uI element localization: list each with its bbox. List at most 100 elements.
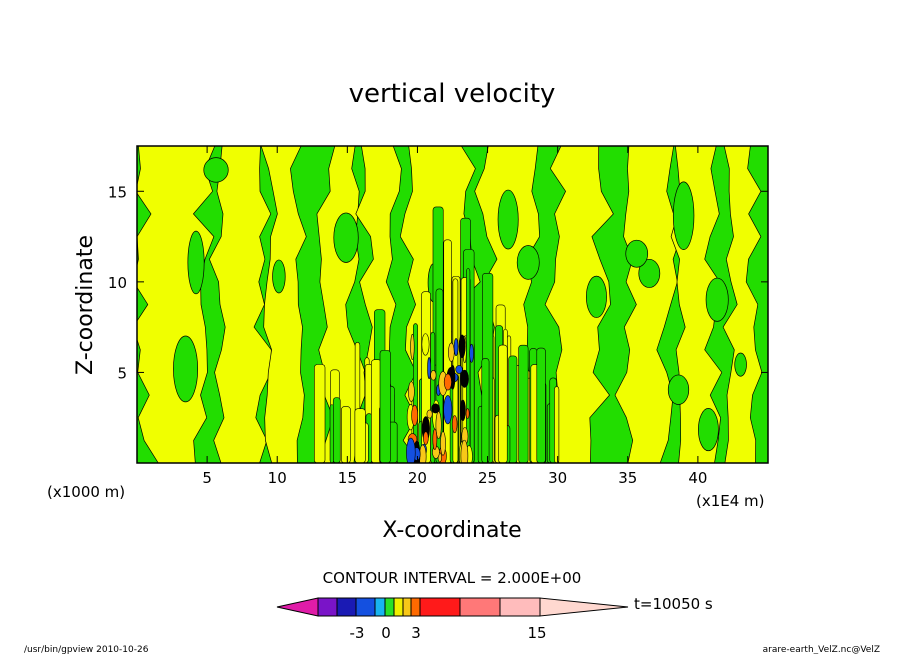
y-tick-label: 5	[117, 364, 127, 382]
x-axis: 5 10 15 20 25 30 35 40	[202, 146, 707, 487]
colorbar-cell	[459, 597, 501, 617]
convective-cell	[332, 397, 341, 463]
downdraft-pocket	[672, 181, 695, 250]
convective-cells	[314, 206, 560, 463]
time-label: t=10050 s	[634, 595, 713, 613]
core-cell	[408, 381, 415, 402]
y-tick-label: 10	[108, 274, 127, 292]
contour-interval-label: CONTOUR INTERVAL = 2.000E+00	[323, 569, 582, 587]
x-tick-label: 40	[688, 469, 707, 487]
footer-right: arare-earth_VelZ.nc@VelZ	[763, 645, 880, 654]
convective-cell	[379, 350, 391, 463]
downdraft-pocket	[173, 335, 199, 403]
convective-cell	[536, 347, 546, 463]
x-tick-label: 25	[478, 469, 497, 487]
colorbar-cell	[499, 597, 541, 617]
core-cell	[430, 370, 437, 381]
updraft-column	[260, 146, 307, 463]
colorbar-min-triangle	[276, 597, 319, 617]
downdraft-pocket	[585, 275, 607, 318]
core-cell	[458, 334, 466, 359]
downdraft-pocket	[203, 157, 229, 183]
core-cell	[459, 399, 466, 422]
colorbar-cell	[410, 597, 421, 617]
convective-cell	[354, 408, 366, 463]
x-tick-label: 5	[202, 469, 212, 487]
core-cell	[455, 365, 463, 374]
colorbar-max-triangle	[539, 597, 629, 617]
convective-cell	[518, 344, 529, 463]
downdraft-pocket	[638, 258, 661, 288]
footer-left: /usr/bin/gpview 2010-10-26	[24, 645, 149, 654]
core-cell	[410, 333, 415, 360]
core-cell	[427, 357, 432, 380]
plot-frame	[136, 145, 769, 464]
x-tick-label: 30	[548, 469, 567, 487]
core-cell	[460, 369, 469, 388]
downdraft-pocket	[516, 245, 540, 280]
downdraft-pocket	[667, 374, 690, 405]
downdraft-pocket	[625, 239, 649, 268]
core-cell	[440, 431, 446, 456]
core-cell	[448, 342, 455, 362]
colorbar	[276, 597, 629, 617]
colorbar-label-15: 15	[527, 624, 546, 642]
convective-cell	[481, 358, 490, 463]
colorbar-cell	[384, 597, 395, 617]
colorbar-cell	[393, 597, 404, 617]
y-axis-label: Z-coordinate	[73, 235, 98, 375]
updraft-column	[614, 146, 682, 463]
downdraft-pocket	[705, 277, 729, 322]
core-cell	[406, 437, 416, 463]
x-tick-label: 15	[338, 469, 357, 487]
downdraft-pocket	[272, 259, 286, 294]
core-cell	[419, 444, 427, 463]
colorbar-label-neg3: -3	[350, 624, 365, 642]
y-axis: 5 10 15	[108, 183, 768, 382]
core-cell	[426, 409, 433, 419]
core-cell	[451, 415, 458, 434]
colorbar-cell	[419, 597, 461, 617]
x-tick-label: 20	[408, 469, 427, 487]
convective-cell	[314, 364, 326, 463]
downdraft-pocket	[333, 212, 359, 263]
downdraft-pocket	[698, 408, 719, 452]
colorbar-cell	[374, 597, 386, 617]
convective-cell	[498, 344, 508, 463]
x-unit-right: (x1E4 m)	[696, 492, 765, 510]
x-tick-label: 10	[268, 469, 287, 487]
chart-title: vertical velocity	[349, 79, 556, 109]
updraft-column	[544, 146, 614, 463]
colorbar-label-0: 0	[381, 624, 391, 642]
colorbar-cell	[317, 597, 338, 617]
convective-cell	[508, 355, 518, 463]
core-cell	[431, 403, 440, 414]
y-tick-label: 15	[108, 183, 127, 201]
core-cell	[460, 439, 469, 463]
core-cell	[423, 431, 429, 445]
colorbar-cell	[355, 597, 376, 617]
downdraft-pocket	[187, 230, 205, 295]
convective-cell	[341, 406, 351, 463]
core-cell	[411, 404, 419, 426]
core-cell	[421, 333, 430, 356]
plot-area	[137, 146, 768, 463]
x-tick-label: 35	[618, 469, 637, 487]
colorbar-label-3: 3	[411, 624, 421, 642]
core-cell	[432, 428, 438, 450]
x-axis-label: X-coordinate	[382, 518, 521, 543]
downdraft-pocket	[734, 352, 747, 377]
core-cell	[453, 338, 459, 357]
convective-cell	[329, 404, 334, 463]
convective-cell	[554, 386, 560, 463]
core-cell	[435, 411, 442, 439]
core-cell	[443, 373, 452, 391]
core-cell	[465, 408, 470, 419]
downdraft-pocket	[497, 189, 519, 250]
colorbar-cell	[402, 597, 412, 617]
core-cell	[469, 343, 474, 363]
core-cell	[443, 395, 453, 425]
x-unit-left: (x1000 m)	[47, 483, 125, 501]
colorbar-cell	[336, 597, 357, 617]
